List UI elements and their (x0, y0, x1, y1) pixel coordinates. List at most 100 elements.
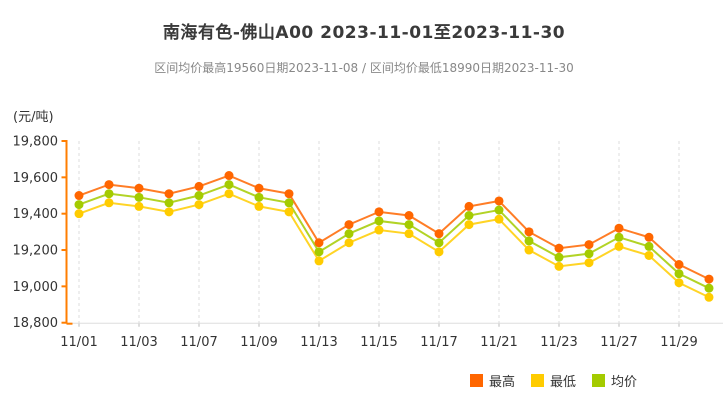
data-point-high (554, 243, 564, 253)
data-point-low (284, 207, 294, 217)
data-point-low (434, 247, 444, 257)
data-point-avg (344, 229, 354, 239)
data-point-low (194, 200, 204, 210)
data-point-low (344, 238, 354, 248)
data-point-high (494, 196, 504, 206)
data-point-low (404, 229, 414, 239)
legend-label-avg: 均价 (610, 375, 637, 390)
legend-item-low: 最低 (530, 371, 576, 390)
data-point-high (464, 201, 474, 211)
x-tick-label: 11/03 (120, 335, 157, 350)
x-tick-label: 11/07 (180, 335, 217, 350)
chart-subtitle: 区间均价最高19560日期2023-11-08 / 区间均价最低18990日期2… (154, 61, 574, 75)
y-axis-unit-label: (元/吨) (13, 110, 54, 125)
series-points-high (74, 171, 714, 284)
data-point-low (254, 201, 264, 211)
data-point-avg (494, 205, 504, 215)
y-tick-labels: 19,800 19,600 19,400 19,200 19,000 18,800 (13, 135, 59, 332)
data-point-high (104, 180, 114, 190)
data-point-high (674, 260, 684, 270)
data-point-avg (404, 220, 414, 230)
data-point-low (104, 198, 114, 208)
data-point-high (134, 183, 144, 193)
data-point-low (554, 261, 564, 271)
data-point-avg (224, 180, 234, 190)
data-point-low (614, 241, 624, 251)
y-tick-label: 19,600 (13, 171, 59, 186)
legend-label-high: 最高 (488, 375, 515, 390)
x-tick-label: 11/29 (660, 335, 697, 350)
y-tick-label: 19,200 (13, 244, 59, 259)
data-point-low (134, 201, 144, 211)
data-point-avg (704, 283, 714, 293)
x-tick-label: 11/01 (60, 335, 97, 350)
x-tick-label: 11/21 (480, 335, 517, 350)
data-point-avg (284, 198, 294, 208)
data-point-low (644, 250, 654, 260)
data-point-avg (614, 232, 624, 242)
series-points-avg (74, 180, 714, 293)
series-line-high (78, 174, 710, 280)
legend: 最高 最低 均价 (469, 371, 637, 390)
data-point-high (524, 227, 534, 237)
x-tick-label: 11/13 (300, 335, 337, 350)
data-point-high (314, 238, 324, 248)
data-point-high (404, 210, 414, 220)
data-point-high (704, 274, 714, 284)
data-point-avg (584, 249, 594, 259)
data-point-avg (674, 269, 684, 279)
x-tick-label: 11/09 (240, 335, 277, 350)
data-point-avg (164, 198, 174, 208)
x-tick-label: 11/15 (360, 335, 397, 350)
legend-item-avg: 均价 (591, 371, 637, 390)
data-point-avg (104, 189, 114, 199)
y-tick-label: 19,400 (13, 207, 59, 222)
data-point-avg (134, 192, 144, 202)
data-point-high (224, 171, 234, 181)
data-point-low (704, 292, 714, 302)
x-tick-label: 11/27 (600, 335, 637, 350)
data-point-avg (374, 216, 384, 226)
legend-swatch-low (530, 374, 544, 387)
data-point-high (284, 189, 294, 199)
data-point-high (644, 232, 654, 242)
x-tick-labels: 11/01 11/03 11/07 11/09 11/13 11/15 11/17 11/21… (60, 335, 697, 350)
data-point-high (164, 189, 174, 199)
data-point-avg (74, 200, 84, 210)
data-point-avg (644, 241, 654, 251)
data-point-high (344, 220, 354, 230)
y-tick-label: 19,800 (13, 135, 59, 150)
data-point-avg (254, 192, 264, 202)
data-point-avg (314, 247, 324, 257)
legend-swatch-high (469, 374, 483, 387)
data-point-low (464, 220, 474, 230)
data-point-low (494, 214, 504, 224)
x-tick-label: 11/17 (420, 335, 457, 350)
series-points-low (74, 189, 714, 302)
data-point-low (314, 256, 324, 266)
legend-label-low: 最低 (549, 375, 576, 390)
data-point-low (74, 209, 84, 219)
data-point-avg (434, 238, 444, 248)
data-point-low (224, 189, 234, 199)
data-point-avg (464, 210, 474, 220)
data-point-high (194, 181, 204, 191)
data-point-high (584, 240, 594, 250)
data-point-low (164, 207, 174, 217)
data-point-avg (554, 252, 564, 262)
chart-title: 南海有色-佛山A00 2023-11-01至2023-11-30 (162, 23, 566, 43)
data-point-high (74, 191, 84, 201)
data-point-high (614, 223, 624, 233)
data-point-low (374, 225, 384, 235)
data-point-low (674, 278, 684, 288)
legend-item-high: 最高 (469, 371, 515, 390)
series-line-low (78, 192, 710, 299)
data-point-high (434, 229, 444, 239)
y-tick-label: 19,000 (13, 280, 59, 295)
data-point-avg (194, 191, 204, 201)
legend-swatch-avg (591, 374, 605, 387)
x-tick-label: 11/23 (540, 335, 577, 350)
data-point-avg (524, 236, 534, 246)
